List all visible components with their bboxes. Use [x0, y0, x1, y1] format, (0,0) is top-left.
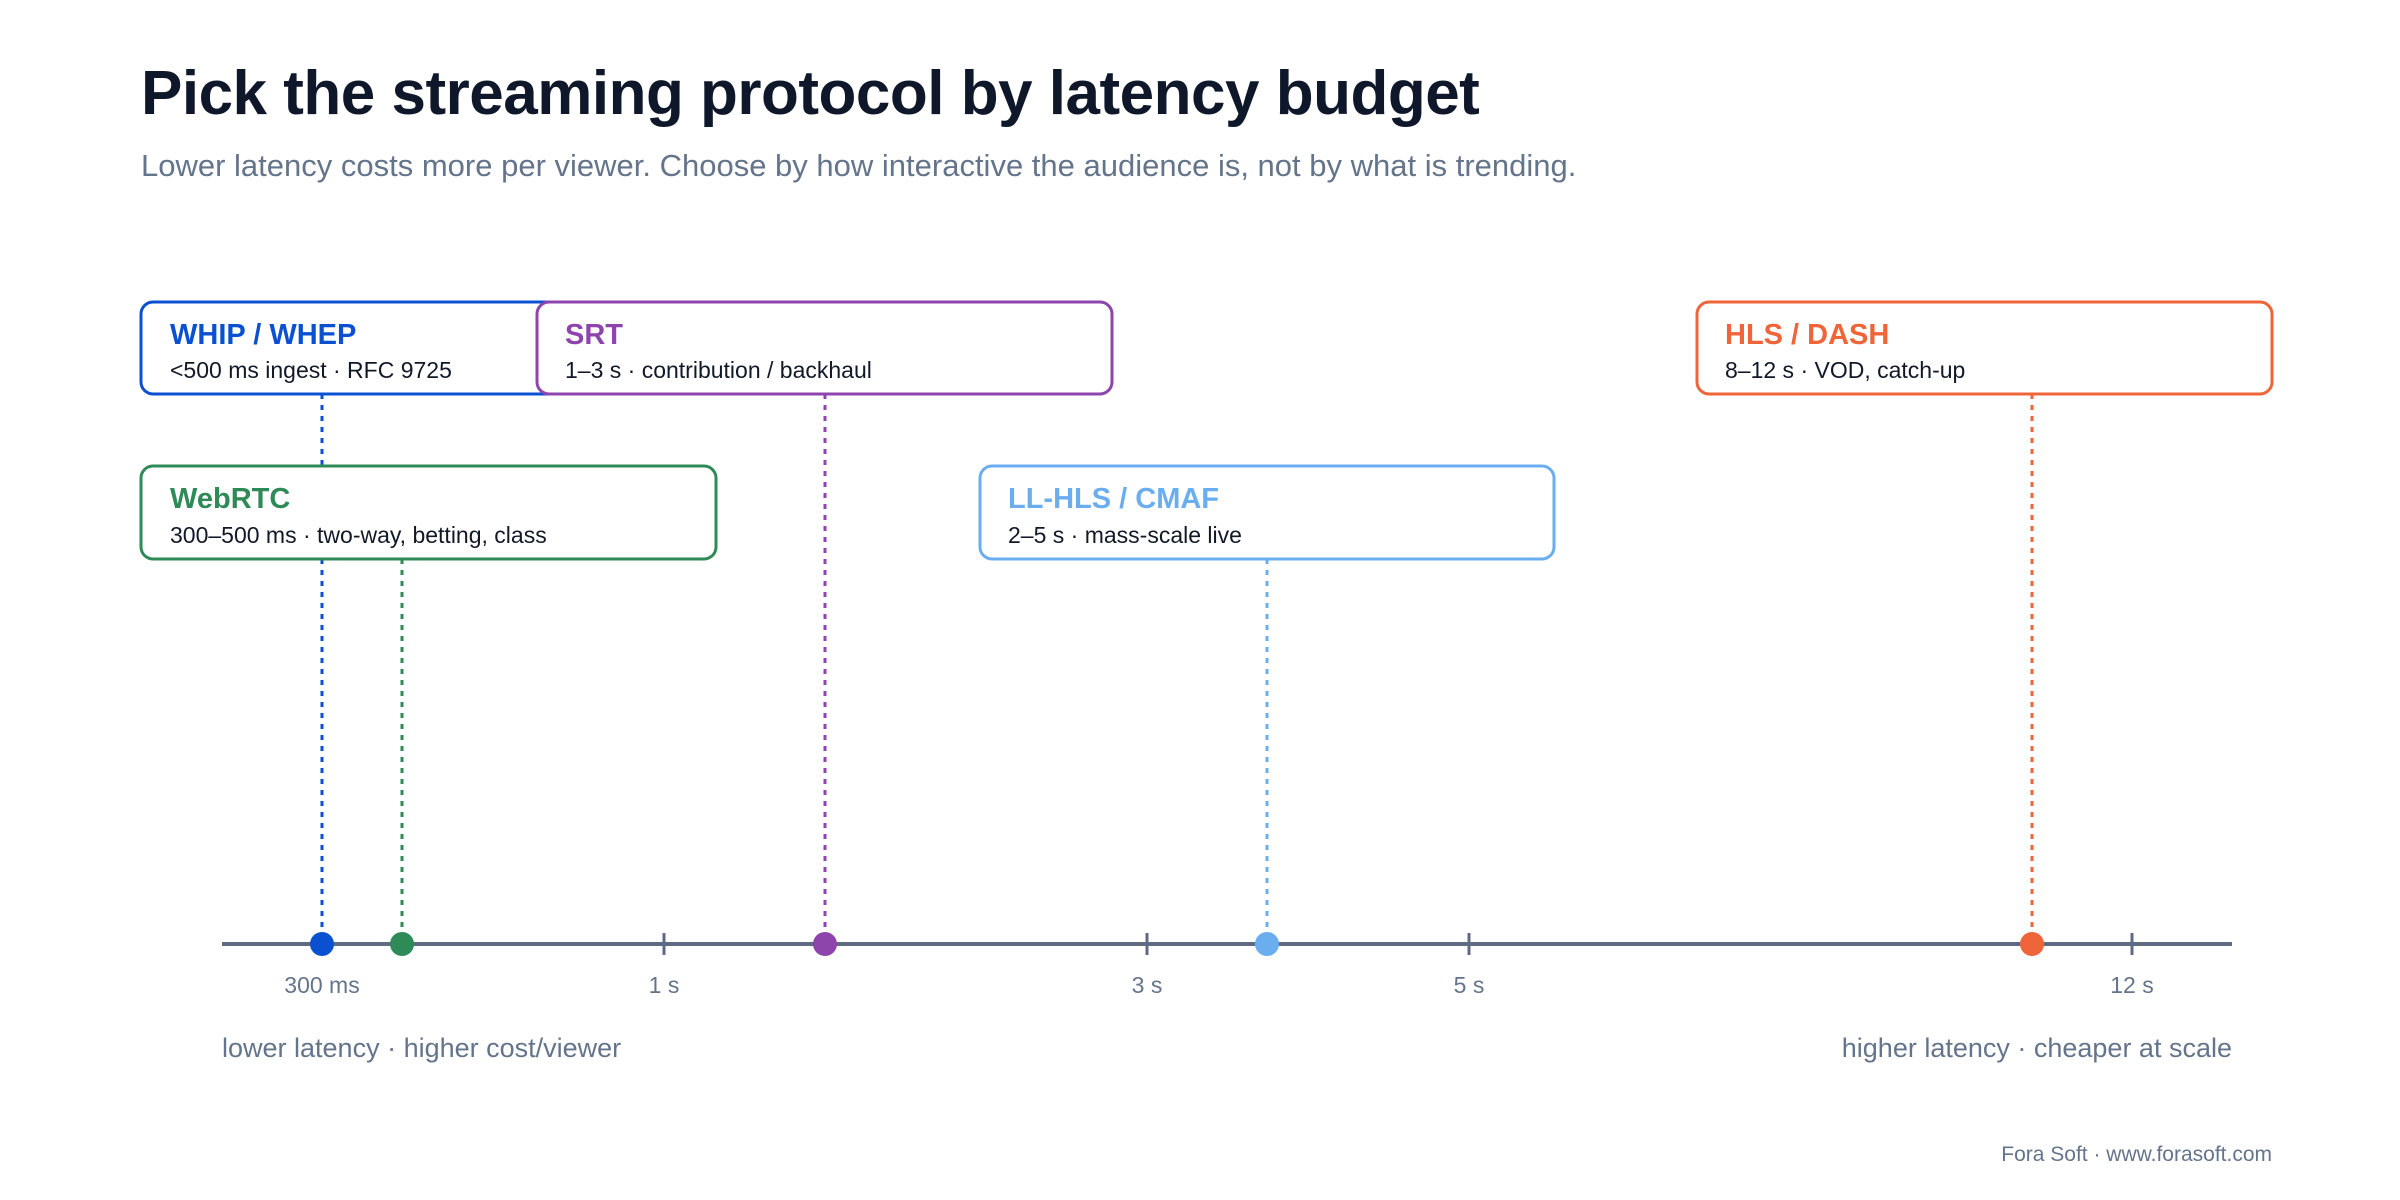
card-desc: 2–5 s · mass-scale live: [1008, 522, 1242, 548]
marker-webrtc: [390, 932, 414, 956]
axis-ticks: [662, 933, 2134, 955]
marker-ll-hls: [1255, 932, 1279, 956]
card-box: [1695, 300, 2274, 396]
marker-srt: [813, 932, 837, 956]
card-title: LL-HLS / CMAF: [1008, 483, 1219, 515]
card-title: SRT: [565, 319, 623, 351]
card-desc: <500 ms ingest · RFC 9725: [170, 357, 452, 383]
card-title: WebRTC: [170, 483, 290, 515]
page-title: Pick the streaming protocol by latency b…: [141, 59, 1480, 128]
protocol-card-webrtc: WebRTC 300–500 ms · two-way, betting, cl…: [139, 464, 718, 561]
card-title: WHIP / WHEP: [170, 319, 356, 351]
protocol-card-ll-hls-cmaf: LL-HLS / CMAF 2–5 s · mass-scale live: [978, 464, 1556, 561]
marker-whip-whep: [310, 932, 334, 956]
tick-label-5s: 5 s: [1454, 972, 1485, 998]
latency-markers: [310, 932, 2044, 956]
axis-right-label: higher latency · cheaper at scale: [1842, 1033, 2232, 1063]
footer-credit: Fora Soft · www.forasoft.com: [2001, 1143, 2272, 1166]
page-subtitle: Lower latency costs more per viewer. Cho…: [141, 148, 1577, 183]
card-desc: 300–500 ms · two-way, betting, class: [170, 522, 547, 548]
tick-label-12s: 12 s: [2110, 972, 2153, 998]
card-box: [535, 300, 1114, 396]
protocol-card-hls-dash: HLS / DASH 8–12 s · VOD, catch-up: [1695, 300, 2274, 396]
axis-left-label: lower latency · higher cost/viewer: [222, 1033, 621, 1063]
marker-hls-dash: [2020, 932, 2044, 956]
card-desc: 1–3 s · contribution / backhaul: [565, 357, 872, 383]
tick-label-3s: 3 s: [1132, 972, 1163, 998]
card-desc: 8–12 s · VOD, catch-up: [1725, 357, 1965, 383]
tick-label-300ms: 300 ms: [284, 972, 359, 998]
card-box: [139, 464, 718, 561]
tick-label-1s: 1 s: [649, 972, 680, 998]
protocol-card-srt: SRT 1–3 s · contribution / backhaul: [535, 300, 1114, 396]
card-box: [978, 464, 1556, 561]
card-title: HLS / DASH: [1725, 319, 1889, 351]
axis-tick-labels: 300 ms 1 s 3 s 5 s 12 s: [284, 972, 2153, 998]
